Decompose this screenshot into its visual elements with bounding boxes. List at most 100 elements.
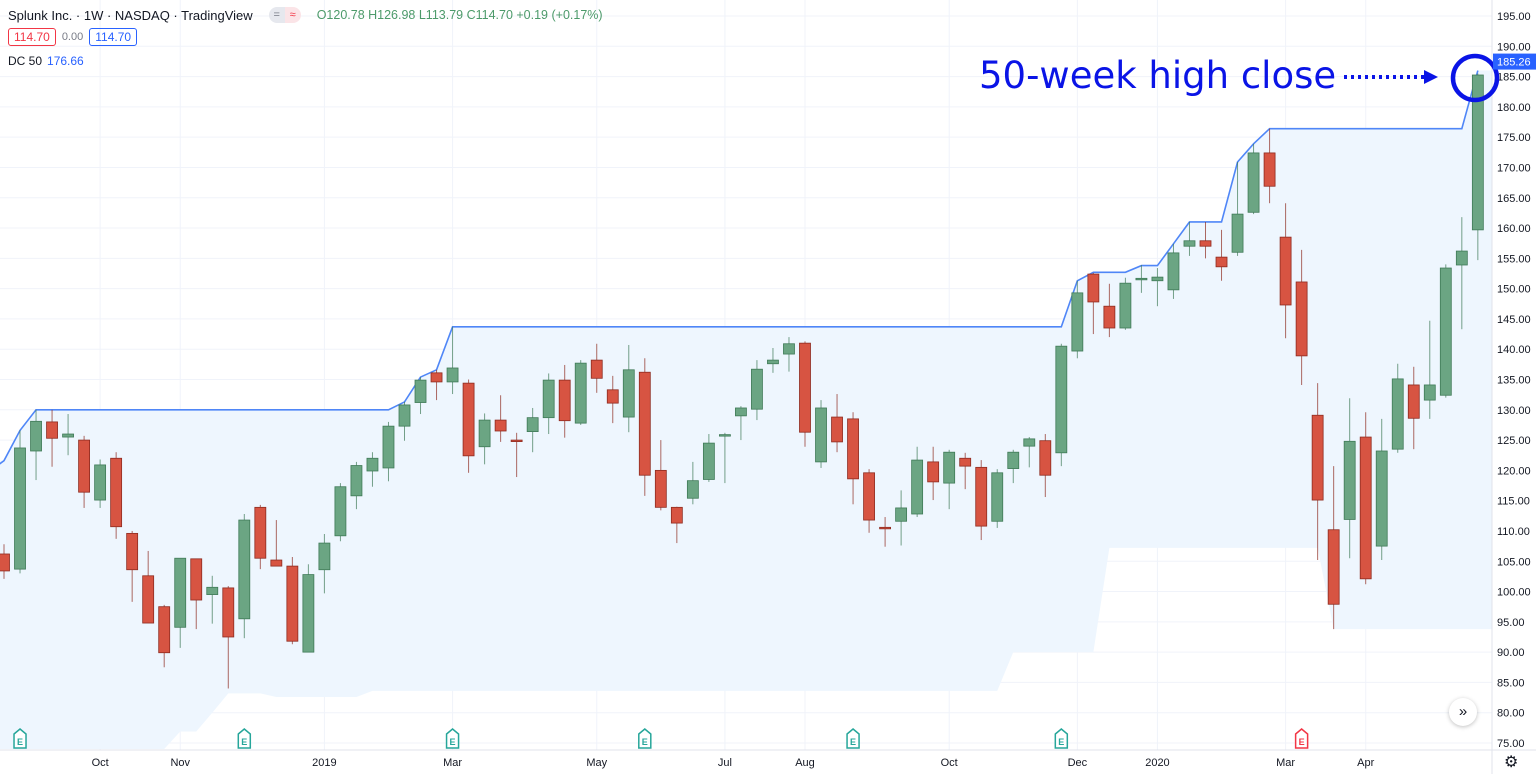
candle-body (670, 506, 683, 524)
earnings-marker-shape (13, 728, 27, 749)
candle-body (110, 457, 123, 528)
candle (78, 435, 90, 508)
sell-price[interactable]: 114.70 (8, 28, 56, 46)
candle (1055, 343, 1068, 467)
price-tick-label: 105.00 (1497, 556, 1531, 568)
earnings-e-icon[interactable]: E (445, 728, 460, 749)
candle-body (879, 526, 891, 530)
candle (462, 379, 475, 473)
price-tick-label: 145.00 (1497, 314, 1531, 326)
candle-body (1247, 152, 1260, 213)
buy-price[interactable]: 114.70 (89, 28, 138, 46)
candle (1407, 366, 1420, 450)
earnings-e-icon[interactable]: E (638, 728, 652, 749)
gear-icon[interactable]: ⚙ (1504, 754, 1519, 771)
candle (30, 409, 42, 481)
candle-body (1391, 378, 1404, 450)
candle (414, 377, 427, 415)
last-price-bg (1493, 53, 1536, 70)
indicator-value: 176.66 (47, 54, 84, 68)
candle (1183, 221, 1196, 256)
price-tick-label: 125.00 (1497, 435, 1531, 447)
candle-body (126, 532, 139, 571)
time-tick-label: Mar (1276, 757, 1295, 769)
earnings-label: E (1299, 737, 1305, 747)
earnings-e-icon[interactable]: E (1294, 728, 1309, 749)
price-axis[interactable]: 195.00 190.00 185.00 180.00 175.00 170.00 165.… (1497, 11, 1531, 750)
price-tick-label: 150.00 (1497, 284, 1531, 296)
pill-left[interactable]: = (268, 7, 285, 23)
candle (1263, 128, 1276, 204)
ohlc-values: O120.78 H126.98 L113.79 C114.70 +0.19 (+… (316, 8, 603, 22)
candle (174, 557, 187, 648)
symbol-legend: Splunk Inc. · 1W · NASDAQ · TradingView … (8, 7, 603, 23)
candle-body (478, 419, 491, 448)
price-tick-label: 120.00 (1497, 465, 1531, 477)
candle (1199, 221, 1212, 259)
candle (126, 530, 139, 602)
candle-body (943, 451, 956, 484)
time-axis[interactable]: Oct Nov 2019 Mar May Jul Aug Oct Dec 2020 Mar Apr (92, 757, 1375, 769)
candle (46, 409, 58, 467)
candle-body (446, 367, 459, 383)
candle-body (1087, 273, 1100, 303)
candle (735, 406, 747, 441)
candle (1343, 398, 1356, 559)
candle-body (382, 425, 395, 469)
price-tick-label: 185.00 (1497, 72, 1531, 84)
price-tick-label: 165.00 (1497, 193, 1531, 205)
visibility-pill[interactable]: = ≈ (268, 7, 301, 23)
candle (686, 461, 699, 505)
candle (1039, 434, 1052, 498)
candle-body (286, 565, 299, 642)
candle (1215, 229, 1228, 281)
candle-body (911, 459, 924, 515)
candle-body (1455, 250, 1468, 266)
pill-right[interactable]: ≈ (284, 7, 301, 23)
earnings-e-icon[interactable]: E (13, 728, 27, 749)
candle-body (270, 559, 283, 567)
earnings-e-icon[interactable]: E (1054, 728, 1069, 749)
earnings-marker-shape (445, 728, 460, 749)
candle-body (1279, 236, 1292, 306)
candle-body (222, 587, 235, 638)
earnings-e-icon[interactable]: E (237, 728, 252, 749)
annotation-circle (1450, 53, 1500, 103)
candle (1311, 383, 1324, 561)
symbol-title[interactable]: Splunk Inc. · 1W · NASDAQ · TradingView (8, 7, 253, 23)
candle-body (702, 442, 715, 480)
candle-body (1343, 440, 1356, 520)
candle-body (510, 439, 523, 442)
candle (526, 407, 539, 453)
candle (446, 326, 459, 395)
price-tick-label: 75.00 (1497, 738, 1525, 750)
candle-body (831, 416, 843, 443)
candle (190, 558, 203, 630)
candle (702, 434, 715, 482)
candle (1023, 437, 1036, 468)
candle (847, 412, 859, 505)
candle-body (1311, 414, 1324, 501)
candle-body (94, 464, 107, 501)
candle-body (526, 417, 539, 433)
earnings-label: E (17, 737, 23, 747)
candle-body (975, 466, 988, 527)
candle-body (1119, 282, 1132, 329)
candle-body (414, 379, 427, 403)
price-tick-label: 195.00 (1497, 11, 1531, 23)
price-tick-label: 155.00 (1497, 253, 1531, 265)
price-tick-label: 180.00 (1497, 102, 1531, 114)
price-tick-label: 170.00 (1497, 162, 1531, 174)
earnings-e-icon[interactable]: E (846, 728, 860, 749)
candle-body (1359, 436, 1372, 580)
candle (286, 557, 299, 645)
indicator-legend[interactable]: DC 50 176.66 (8, 54, 84, 68)
candle-body (158, 606, 171, 654)
earnings-marker-shape (237, 728, 252, 749)
candles (0, 73, 1484, 689)
double-chevron-right-icon[interactable]: » (1449, 698, 1477, 726)
candle (767, 347, 779, 373)
candle-body (302, 574, 315, 653)
